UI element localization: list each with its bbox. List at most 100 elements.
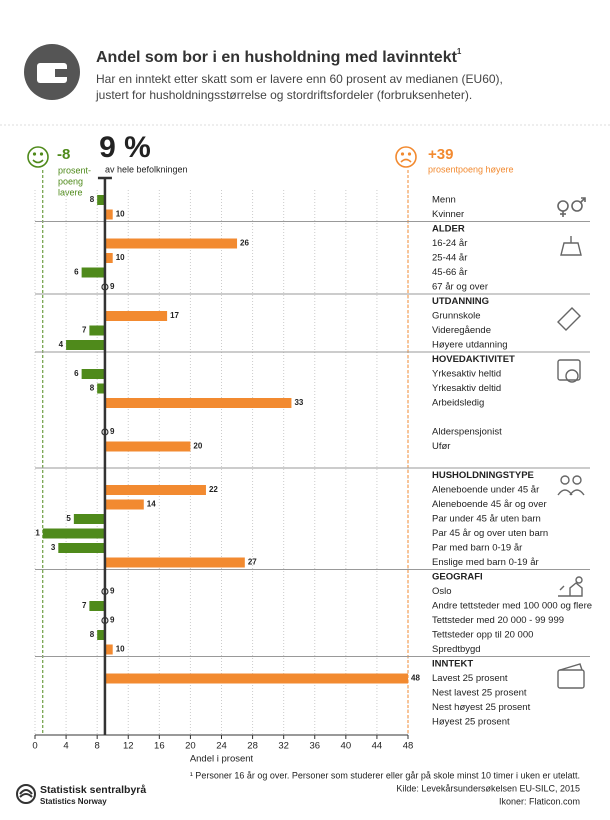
value-label: 10 bbox=[116, 210, 125, 219]
x-tick-label: 28 bbox=[247, 741, 258, 752]
bar bbox=[104, 441, 191, 452]
bar bbox=[89, 601, 105, 611]
bar bbox=[104, 253, 113, 263]
category-label: Tettsteder med 20 000 - 99 999 bbox=[432, 615, 564, 626]
title-note: 1 bbox=[457, 47, 462, 56]
x-tick-label: 36 bbox=[309, 741, 320, 752]
footnote: ¹ Personer 16 år og over. Personer som s… bbox=[190, 770, 580, 780]
high-note: prosentpoeng høyere bbox=[428, 164, 514, 174]
category-label: Kvinner bbox=[432, 209, 464, 220]
subtitle: Har en inntekt etter skatt som er lavere… bbox=[96, 72, 503, 86]
low-note: poeng bbox=[58, 176, 83, 186]
x-tick-label: 0 bbox=[32, 741, 37, 752]
value-label: 10 bbox=[116, 253, 125, 262]
bar bbox=[66, 340, 105, 350]
value-label: 48 bbox=[411, 674, 420, 683]
bar bbox=[97, 195, 105, 205]
category-label: Arbeidsledig bbox=[432, 398, 484, 409]
category-label: Høyere utdanning bbox=[432, 340, 508, 351]
category-label: 67 år og over bbox=[432, 282, 488, 293]
value-label: 22 bbox=[209, 485, 218, 494]
group-header: HOVEDAKTIVITET bbox=[432, 354, 515, 365]
value-label: 6 bbox=[74, 268, 79, 277]
logo-icon bbox=[16, 784, 36, 804]
value-label: 7 bbox=[82, 601, 87, 610]
category-label: Tettsteder opp til 20 000 bbox=[432, 630, 533, 641]
value-label: 9 bbox=[110, 427, 115, 436]
x-tick-label: 8 bbox=[95, 741, 100, 752]
source: Kilde: Levekårsundersøkelsen EU-SILC, 20… bbox=[396, 783, 580, 793]
frown bbox=[395, 146, 417, 168]
category-label: Yrkesaktiv heltid bbox=[432, 369, 501, 380]
category-label: Lavest 25 prosent bbox=[432, 673, 508, 684]
bar bbox=[73, 514, 105, 524]
x-tick-label: 24 bbox=[216, 741, 227, 752]
category-label: Spredtbygd bbox=[432, 644, 481, 655]
value-label: 10 bbox=[116, 645, 125, 654]
value-label: 20 bbox=[193, 442, 202, 451]
bar bbox=[104, 398, 292, 408]
category-label: 45-66 år bbox=[432, 267, 467, 278]
x-tick-label: 20 bbox=[185, 741, 196, 752]
value-label: 17 bbox=[170, 311, 179, 320]
reference-label: 9 % bbox=[99, 131, 151, 164]
wallet-icon bbox=[37, 63, 67, 83]
x-tick-label: 40 bbox=[341, 741, 352, 752]
high-annotation: +39 bbox=[428, 146, 453, 163]
category-label: Ufør bbox=[432, 441, 450, 452]
category-label: Yrkesaktiv deltid bbox=[432, 383, 501, 394]
title: Andel som bor i en husholdning med lavin… bbox=[96, 49, 458, 66]
category-label: Menn bbox=[432, 195, 456, 206]
group-header: GEOGRAFI bbox=[432, 572, 483, 583]
category-label: Par med barn 0-19 år bbox=[432, 543, 522, 554]
bar bbox=[104, 557, 245, 568]
bar bbox=[58, 543, 105, 553]
wallet-icon-clasp bbox=[55, 69, 67, 77]
title-group: Andel som bor i en husholdning med lavin… bbox=[96, 47, 462, 66]
value-label: 26 bbox=[240, 239, 249, 248]
x-tick-label: 16 bbox=[154, 741, 165, 752]
bar bbox=[42, 528, 105, 539]
value-label: 8 bbox=[90, 195, 95, 204]
category-label: Oslo bbox=[432, 586, 452, 597]
group-header: HUSHOLDNINGSTYPE bbox=[432, 470, 534, 481]
value-label: 3 bbox=[51, 543, 56, 552]
value-label: 1 bbox=[35, 529, 40, 538]
x-tick-label: 32 bbox=[278, 741, 289, 752]
x-axis-label: Andel i prosent bbox=[190, 754, 254, 765]
bar bbox=[104, 499, 144, 510]
category-label: Aleneboende under 45 år bbox=[432, 485, 539, 496]
bar bbox=[97, 383, 105, 394]
category-label: 25-44 år bbox=[432, 253, 467, 264]
value-label: 8 bbox=[90, 630, 95, 639]
value-label: 6 bbox=[74, 369, 79, 378]
value-label: 14 bbox=[147, 500, 156, 509]
value-label: 9 bbox=[110, 282, 115, 291]
bar bbox=[104, 485, 206, 495]
value-label: 27 bbox=[248, 558, 257, 567]
value-label: 7 bbox=[82, 326, 87, 335]
section-icons bbox=[557, 236, 585, 689]
value-label: 33 bbox=[294, 398, 303, 407]
bar bbox=[104, 673, 408, 684]
credits: Ikoner: Flaticon.com bbox=[499, 796, 580, 806]
logo-name: Statistisk sentralbyrå bbox=[40, 784, 146, 796]
x-tick-label: 4 bbox=[63, 741, 68, 752]
subtitle: justert for husholdningsstørrelse og sto… bbox=[95, 88, 472, 102]
bar bbox=[104, 209, 113, 220]
x-tick-label: 12 bbox=[123, 741, 134, 752]
category-label: Enslige med barn 0-19 år bbox=[432, 557, 539, 568]
category-label: Aleneboende 45 år og over bbox=[432, 499, 547, 510]
category-label: 16-24 år bbox=[432, 238, 467, 249]
value-label: 5 bbox=[66, 514, 71, 523]
value-label: 4 bbox=[59, 340, 64, 349]
gender-icon bbox=[557, 197, 586, 217]
group-header: UTDANNING bbox=[432, 296, 489, 307]
low-annotation: -8 bbox=[57, 146, 70, 163]
x-tick-label: 48 bbox=[403, 741, 414, 752]
low-note: prosent- bbox=[58, 165, 91, 175]
x-tick-label: 44 bbox=[372, 741, 383, 752]
category-label: Videregående bbox=[432, 325, 491, 336]
reference-note: av hele befolkningen bbox=[105, 164, 188, 174]
